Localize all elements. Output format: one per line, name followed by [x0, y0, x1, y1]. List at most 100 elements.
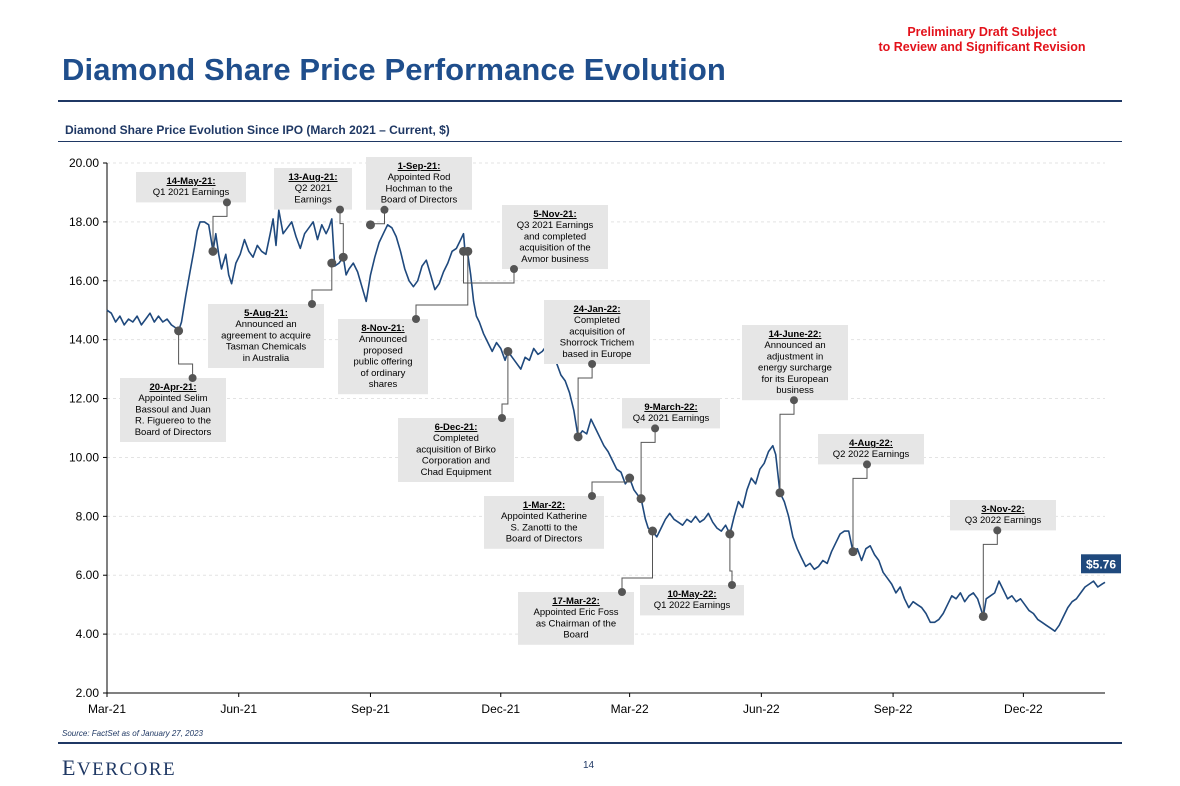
annotation-price-marker	[338, 252, 348, 262]
annotation-text: Q2 2021	[295, 183, 331, 194]
annotation-box	[502, 205, 608, 269]
annotation-text: Board of Directors	[135, 427, 212, 438]
annotation-dot	[308, 300, 316, 308]
annotation-dot	[380, 205, 389, 214]
annotation-price-marker	[978, 611, 988, 621]
draft-line-2: to Review and Significant Revision	[878, 40, 1086, 54]
annotation-date: 5-Aug-21:	[244, 308, 288, 319]
annotation-price-marker	[365, 220, 375, 230]
annotation-text: adjustment in	[767, 351, 824, 362]
annotation-a2: 14-May-21:Q1 2021 Earnings	[136, 172, 246, 256]
x-tick-label: Jun-22	[743, 702, 780, 716]
annotation-box	[338, 319, 428, 395]
annotation-text: Announced an	[235, 319, 296, 330]
annotation-dot	[789, 396, 798, 405]
annotation-date: 1-Sep-21:	[398, 161, 441, 172]
annotation-text: Q4 2021 Earnings	[633, 413, 710, 424]
annotation-box	[398, 418, 514, 482]
x-tick-label: Mar-22	[611, 702, 649, 716]
annotation-text: Completed	[574, 315, 620, 326]
subtitle-divider	[58, 141, 1122, 142]
annotation-leader	[577, 364, 593, 437]
annotation-leader	[621, 531, 653, 592]
annotation-text: for its European	[761, 374, 828, 385]
y-tick-label: 4.00	[76, 627, 100, 641]
annotation-dot	[728, 581, 736, 589]
annotation-dot	[862, 460, 871, 469]
annotation-text: Completed	[433, 433, 479, 444]
annotation-box	[622, 398, 720, 429]
annotation-a13: 10-May-22:Q1 2022 Earnings	[640, 529, 744, 616]
annotation-price-marker	[503, 346, 513, 356]
annotation-text: Bassoul and Juan	[135, 404, 211, 415]
annotation-text: Board of Directors	[381, 195, 458, 206]
annotation-text: Chad Equipment	[421, 467, 492, 478]
annotation-leader	[729, 534, 733, 585]
annotation-price-marker	[174, 326, 184, 336]
annotation-leader	[640, 428, 656, 499]
annotation-price-marker	[208, 246, 218, 256]
annotation-dot	[618, 588, 626, 596]
annotation-leader	[463, 251, 515, 284]
annotation-price-marker	[625, 473, 635, 483]
annotation-leader	[982, 530, 998, 617]
annotation-text: public offering	[354, 357, 413, 368]
annotation-text: Q1 2021 Earnings	[153, 187, 230, 198]
annotation-text: Appointed Selim	[138, 393, 207, 404]
annotation-dot	[188, 374, 197, 382]
annotation-text: Announced	[359, 334, 407, 345]
y-tick-label: 14.00	[69, 333, 99, 347]
annotation-text: as Chairman of the	[536, 618, 616, 629]
annotation-leader	[779, 400, 795, 493]
annotation-date: 3-Nov-22:	[981, 504, 1024, 515]
annotation-a16: 3-Nov-22:Q3 2022 Earnings	[950, 500, 1056, 621]
annotation-text: of ordinary	[361, 368, 406, 379]
annotation-box	[818, 434, 924, 465]
y-tick-label: 2.00	[76, 686, 100, 700]
annotation-price-marker	[573, 432, 583, 442]
annotation-price-marker	[463, 246, 473, 256]
annotation-dot	[993, 526, 1002, 535]
annotation-text: Board of Directors	[506, 534, 583, 545]
annotation-text: Hochman to the	[385, 183, 452, 194]
annotation-dot	[510, 265, 518, 273]
annotation-leader	[212, 202, 228, 252]
annotation-box	[544, 300, 650, 364]
annotation-date: 14-May-21:	[166, 176, 215, 187]
annotation-text: in Australia	[243, 353, 290, 364]
annotation-date: 14-June-22:	[769, 329, 822, 340]
source-note: Source: FactSet as of January 27, 2023	[62, 729, 203, 738]
x-tick-label: Sep-21	[351, 702, 390, 716]
annotation-box	[208, 304, 324, 368]
annotation-date: 1-Mar-22:	[523, 500, 565, 511]
annotation-date: 13-Aug-21:	[288, 172, 337, 183]
page-title: Diamond Share Price Performance Evolutio…	[62, 52, 726, 87]
annotation-dot	[336, 205, 344, 214]
annotation-price-marker	[327, 258, 337, 268]
annotation-date: 8-Nov-21:	[361, 323, 404, 334]
y-tick-label: 20.00	[69, 156, 99, 170]
current-price-badge	[1081, 554, 1121, 574]
draft-disclaimer: Preliminary Draft Subject to Review and …	[852, 25, 1112, 55]
page-number: 14	[583, 760, 595, 771]
annotation-text: acquisition of Birko	[416, 444, 496, 455]
annotation-dot	[498, 414, 506, 422]
annotation-box	[120, 378, 226, 442]
annotation-text: Q2 2022 Earnings	[833, 449, 910, 460]
annotation-price-marker	[848, 547, 858, 557]
annotation-text: Board	[563, 630, 588, 641]
annotation-price-marker	[648, 526, 658, 536]
y-tick-label: 12.00	[69, 392, 99, 406]
x-tick-label: Mar-21	[88, 702, 126, 716]
annotation-leader	[339, 209, 344, 258]
x-tick-label: Sep-22	[874, 702, 913, 716]
annotation-box	[484, 496, 604, 549]
